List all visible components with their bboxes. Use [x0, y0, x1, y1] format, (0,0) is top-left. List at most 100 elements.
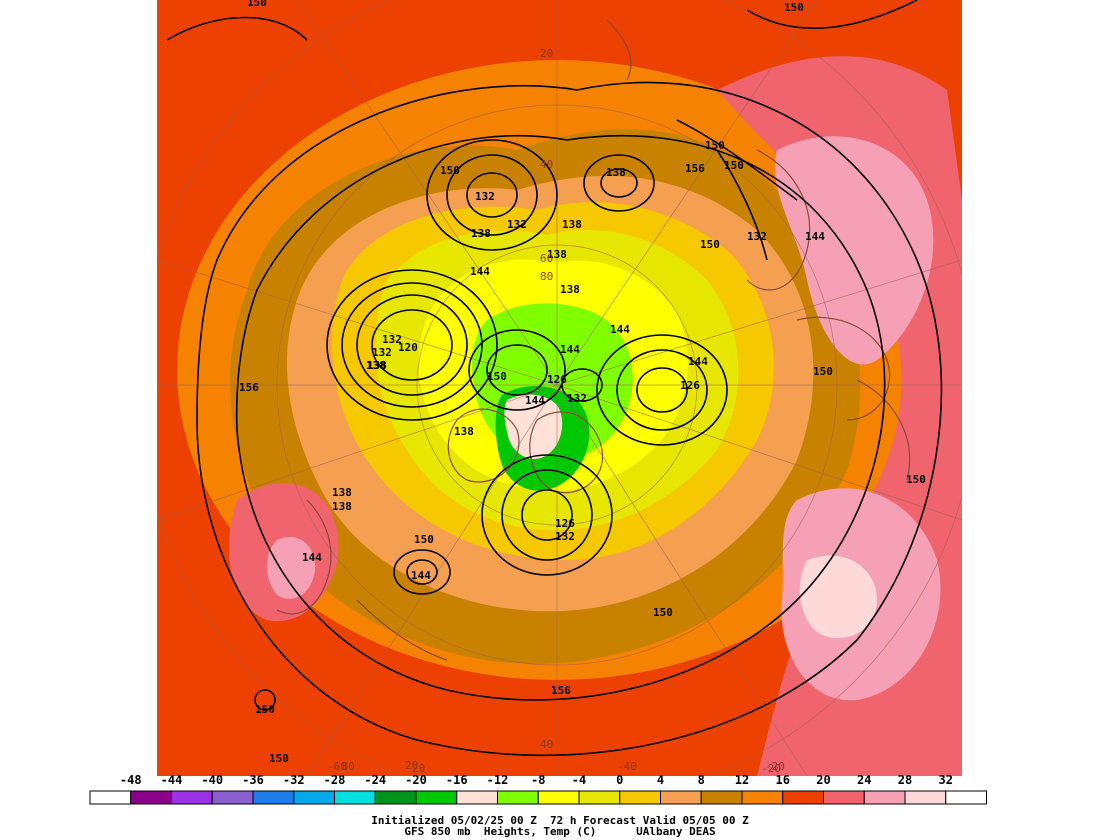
contour-label: 150	[724, 159, 744, 172]
contour-label: 150	[813, 365, 833, 378]
caption-product-line: GFS 850 mb Heights, Temp (C) UAlbany DEA…	[404, 825, 716, 838]
legend-tick-labels: -48 -44 -40 -36 -32 -28 -24 -20 -16 -12 -8 -4 0 4 8 12 1…	[120, 773, 953, 787]
legend-color-box	[823, 790, 865, 805]
legend-tick-label: 32	[939, 773, 953, 787]
grid-label: 60	[540, 252, 553, 265]
contour-label: 138	[547, 248, 567, 261]
legend-color-box	[782, 790, 824, 805]
contour-label: 150	[255, 703, 275, 716]
legend-color-boxes	[89, 790, 987, 805]
contour-label: 132	[747, 230, 767, 243]
legend-color-box	[171, 790, 213, 805]
contour-label: 150	[247, 0, 267, 9]
contour-label: 156	[685, 162, 705, 175]
weather-map: 150 150 150 150 156 150 150 144 138 138 …	[157, 0, 962, 776]
contour-label: 144	[688, 355, 708, 368]
legend-tick-label: -28	[324, 773, 346, 787]
contour-label: 144	[525, 394, 545, 407]
contour-label: 144	[302, 551, 322, 564]
contour-label: 132	[567, 392, 587, 405]
legend-color-box	[293, 790, 335, 805]
color-scale-legend: -48 -44 -40 -36 -32 -28 -24 -20 -16 -12 -8 -4 0 4 8 12 1…	[89, 773, 987, 805]
grid-label: 20	[412, 762, 425, 775]
contour-label: 126	[680, 379, 700, 392]
legend-tick-label: -8	[531, 773, 545, 787]
contour-label: 138	[562, 218, 582, 231]
legend-tick-label: 24	[857, 773, 871, 787]
temperature-shading	[177, 56, 962, 776]
legend-color-box	[89, 790, 132, 805]
contour-label: 132	[382, 333, 402, 346]
legend-color-box	[130, 790, 172, 805]
contour-label: 144	[411, 569, 431, 582]
legend-tick-label: 12	[735, 773, 749, 787]
polar-grid	[157, 0, 962, 776]
legend-tick-label: -4	[572, 773, 586, 787]
grid-label: 20	[405, 759, 418, 772]
legend-tick-label: -16	[446, 773, 468, 787]
contour-label: 138	[332, 500, 352, 513]
legend-tick-label: -44	[161, 773, 183, 787]
contour-label: 150	[440, 164, 460, 177]
contour-label: 150	[653, 606, 673, 619]
legend-color-box	[904, 790, 947, 805]
legend-color-box	[578, 790, 621, 805]
legend-color-box	[497, 790, 539, 805]
grid-label: -20	[761, 762, 781, 775]
contour-label: 138	[367, 359, 387, 372]
contour-label: 138	[606, 166, 626, 179]
legend-color-box	[334, 790, 376, 805]
legend-tick-label: -40	[201, 773, 223, 787]
legend-tick-label: 0	[616, 773, 623, 787]
contour-label: 132	[555, 530, 575, 543]
contour-label: 150	[487, 370, 507, 383]
legend-tick-label: -32	[283, 773, 305, 787]
legend-color-box	[700, 790, 743, 805]
contour-label: 156	[239, 381, 259, 394]
legend-color-box	[741, 790, 784, 805]
grid-label: -60	[327, 760, 347, 773]
legend-tick-label: 4	[657, 773, 664, 787]
contour-label: 126	[547, 373, 567, 386]
grid-labels: 20 40 60 80 40 20 -20 -40 -60 -80 -20 20	[327, 47, 785, 775]
legend-color-box	[211, 790, 254, 805]
grid-label: 40	[540, 158, 553, 171]
legend-tick-label: 8	[698, 773, 705, 787]
caption-forecast-line: Initialized 05/02/25 00 Z 72 h Forecast …	[371, 814, 749, 827]
legend-color-box	[456, 790, 498, 805]
contour-label: 150	[784, 1, 804, 14]
contour-label: 120	[398, 341, 418, 354]
contour-label: 132	[507, 218, 527, 231]
contour-label: 144	[805, 230, 825, 243]
grid-label: -20	[765, 760, 785, 773]
height-contours	[166, 0, 943, 757]
legend-tick-label: 20	[816, 773, 830, 787]
grid-label: -80	[335, 760, 355, 773]
coastlines	[276, 19, 911, 661]
contour-label: 126	[555, 517, 575, 530]
grid-label: -40	[617, 760, 637, 773]
grid-label: 40	[540, 738, 553, 751]
contour-label: 156	[551, 684, 571, 697]
legend-tick-label: 16	[776, 773, 790, 787]
contour-labels: 150 150 150 150 156 150 150 144 138 138 …	[239, 0, 926, 765]
legend-color-box	[374, 790, 417, 805]
legend-color-box	[415, 790, 458, 805]
legend-tick-label: 28	[898, 773, 912, 787]
contour-label: 150	[269, 752, 289, 765]
contour-label: 138	[471, 227, 491, 240]
legend-tick-label: -20	[405, 773, 427, 787]
contour-label: 150	[700, 238, 720, 251]
legend-color-box	[660, 790, 702, 805]
legend-color-box	[945, 790, 987, 805]
legend-tick-label: -24	[364, 773, 386, 787]
legend-tick-label: -12	[487, 773, 509, 787]
contour-label: 144	[560, 343, 580, 356]
contour-label: 138	[560, 283, 580, 296]
contour-label: 132	[372, 346, 392, 359]
grid-label: 80	[540, 270, 553, 283]
legend-tick-label: -48	[120, 773, 142, 787]
legend-color-box	[619, 790, 661, 805]
contour-label: 138	[454, 425, 474, 438]
contour-label: 150	[705, 139, 725, 152]
